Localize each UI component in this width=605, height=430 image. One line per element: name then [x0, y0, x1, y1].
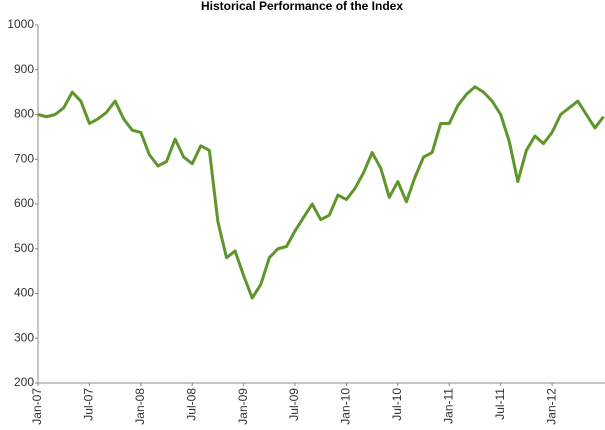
y-tick-label: 700: [14, 151, 34, 165]
x-tick-label: Jan-10: [339, 388, 353, 425]
y-tick-label: 900: [14, 62, 34, 76]
x-tick-label: Jul-07: [82, 388, 96, 421]
y-tick-label: 600: [14, 196, 34, 210]
chart-title: Historical Performance of the Index: [201, 0, 403, 13]
x-tick-label: Jan-09: [236, 388, 250, 425]
y-tick-label: 400: [14, 286, 34, 300]
x-tick-label: Jan-12: [544, 388, 558, 425]
y-tick-label: 200: [14, 375, 34, 389]
x-tick-label: Jul-10: [390, 388, 404, 421]
x-tick-label: Jul-09: [287, 388, 301, 421]
x-tick-label: Jan-07: [30, 388, 44, 425]
x-tick-label: Jul-11: [493, 388, 507, 420]
line-series: [37, 85, 605, 300]
x-tick-label: Jan-08: [133, 388, 147, 425]
y-tick-label: 1000: [7, 17, 34, 31]
x-tick-label: Jan-11: [441, 388, 455, 424]
x-tick-label: Jul-08: [184, 388, 198, 421]
y-tick-label: 800: [14, 107, 34, 121]
y-tick-label: 300: [14, 330, 34, 344]
y-tick-label: 500: [14, 241, 34, 255]
